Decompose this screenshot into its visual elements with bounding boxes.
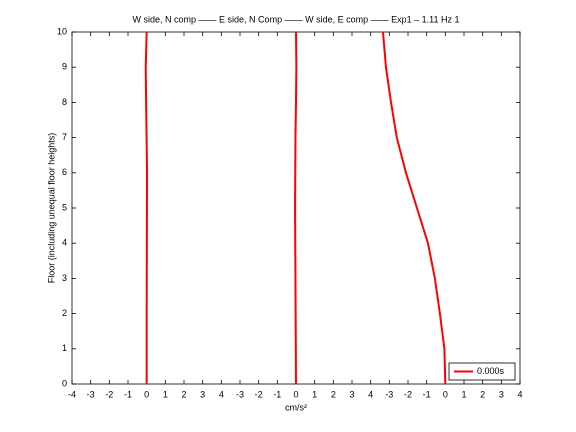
legend-label: 0.000s [477, 366, 505, 376]
x-tick-label: 0 [443, 389, 448, 399]
y-tick-label: 9 [62, 62, 67, 72]
data-line [144, 31, 447, 385]
x-tick-label: 1 [461, 389, 466, 399]
x-tick-label: -1 [423, 389, 431, 399]
x-tick-label: -1 [124, 389, 132, 399]
x-tick-label: 2 [331, 389, 336, 399]
x-tick-label: 2 [181, 389, 186, 399]
x-tick-label: -3 [87, 389, 95, 399]
x-tick-label: 1 [312, 389, 317, 399]
x-tick-label: 4 [368, 389, 373, 399]
y-tick-label: 4 [62, 238, 67, 248]
y-tick-label: 2 [62, 308, 67, 318]
y-tick-label: 3 [62, 273, 67, 283]
y-tick-label: 6 [62, 167, 67, 177]
x-tick-label: -1 [273, 389, 281, 399]
x-tick-label: 4 [219, 389, 224, 399]
legend-box [448, 362, 516, 381]
chart-title: W side, N comp —— E side, N Comp —— W si… [133, 14, 460, 24]
y-tick-label: 1 [62, 343, 67, 353]
y-tick-label: 0 [62, 378, 67, 388]
x-tick-label: 2 [480, 389, 485, 399]
x-tick-label: 3 [499, 389, 504, 399]
x-tick-label: 3 [349, 389, 354, 399]
x-tick-label: -4 [68, 389, 76, 399]
y-axis-label: Floor (including unequal floor heights) [46, 133, 56, 284]
y-tick-label: 5 [62, 202, 67, 212]
x-tick-label: -3 [385, 389, 393, 399]
x-tick-label: 4 [517, 389, 522, 399]
y-tick-label: 10 [57, 26, 67, 36]
x-axis-label: cm/s² [285, 402, 307, 412]
x-tick-label: -3 [236, 389, 244, 399]
x-tick-label: -2 [105, 389, 113, 399]
x-tick-label: -2 [255, 389, 263, 399]
x-tick-label: 1 [163, 389, 168, 399]
x-tick-label: -2 [404, 389, 412, 399]
x-tick-label: 3 [200, 389, 205, 399]
y-tick-label: 8 [62, 97, 67, 107]
y-tick-label: 7 [62, 132, 67, 142]
x-tick-label: 0 [144, 389, 149, 399]
x-tick-label: 0 [293, 389, 298, 399]
